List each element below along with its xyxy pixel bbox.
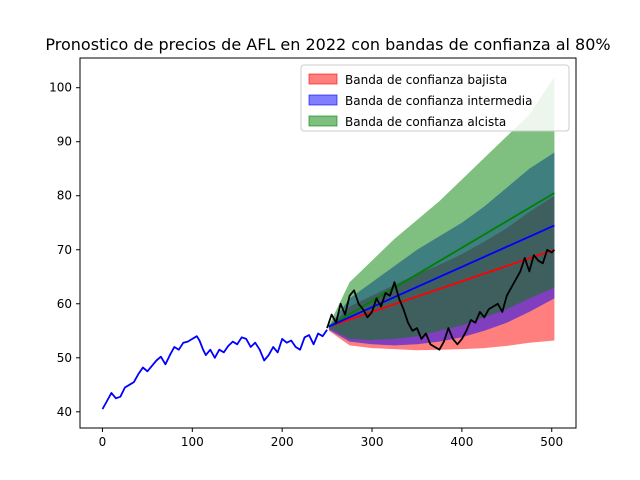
legend-label-2: Banda de confianza alcista	[345, 115, 506, 129]
series-line-3	[328, 224, 555, 328]
x-tick-label: 500	[540, 435, 563, 449]
legend-swatch-2	[308, 115, 338, 127]
y-tick-label: 70	[57, 243, 72, 257]
legend-swatch-1	[308, 94, 338, 106]
y-tick-label: 80	[57, 189, 72, 203]
legend: Banda de confianza bajista Banda de confi…	[300, 64, 570, 132]
y-tick-label: 90	[57, 135, 72, 149]
series-line-0	[101, 329, 328, 410]
y-tick-label: 60	[57, 297, 72, 311]
legend-label-0: Banda de confianza bajista	[345, 73, 507, 87]
band-2	[328, 76, 555, 341]
series-line-4	[326, 248, 556, 351]
y-tick-label: 100	[49, 81, 72, 95]
legend-box	[300, 64, 570, 132]
x-tick-label: 200	[271, 435, 294, 449]
y-tick-label: 50	[57, 351, 72, 365]
legend-swatch-0	[308, 73, 338, 85]
x-tick-label: 400	[450, 435, 473, 449]
x-axis: 0 100 200 300 400 500	[99, 428, 563, 449]
y-axis: 40 50 60 70 80 90 100	[49, 81, 80, 419]
legend-label-1: Banda de confianza intermedia	[345, 94, 532, 108]
plot-frame	[79, 57, 577, 429]
x-tick-label: 0	[99, 435, 107, 449]
x-tick-label: 300	[361, 435, 384, 449]
series-lines	[101, 192, 556, 410]
y-tick-label: 40	[57, 405, 72, 419]
x-tick-label: 100	[181, 435, 204, 449]
confidence-bands	[328, 76, 555, 351]
series-line-2	[328, 192, 555, 328]
chart-title: Pronostico de precios de AFL en 2022 con…	[45, 35, 610, 54]
